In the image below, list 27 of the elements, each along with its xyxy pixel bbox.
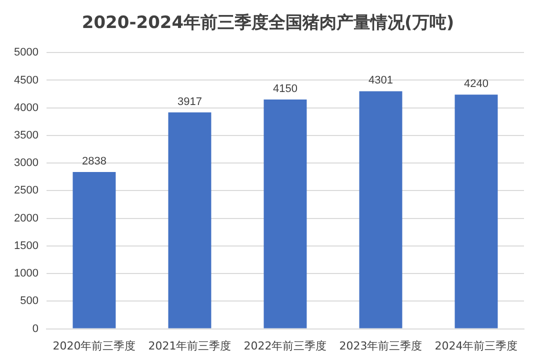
bar	[359, 91, 402, 328]
y-tick-label: 4500	[14, 74, 38, 86]
y-tick-label: 2000	[14, 212, 38, 224]
x-tick-label: 2021年前三季度	[148, 339, 232, 352]
bar	[72, 172, 116, 328]
y-tick-label: 2500	[14, 184, 38, 197]
bar	[168, 112, 212, 328]
y-tick-label: 4000	[14, 102, 38, 114]
x-tick-label: 2023年前三季度	[339, 339, 422, 352]
y-tick-label: 0	[32, 322, 38, 335]
data-label: 4240	[464, 78, 488, 90]
x-tick-label: 2024年前三季度	[434, 339, 518, 352]
data-label: 4150	[272, 83, 298, 96]
y-tick-label: 5000	[14, 46, 38, 59]
bar	[264, 100, 307, 328]
y-tick-label: 3500	[14, 129, 38, 142]
y-tick-label: 500	[20, 295, 38, 308]
chart-title: 2020-2024年前三季度全国猪肉产量情况(万吨)	[80, 12, 456, 35]
y-tick-label: 3000	[14, 157, 38, 170]
data-label: 3917	[177, 96, 202, 108]
y-tick-label: 1000	[14, 268, 38, 280]
x-tick-label: 2022年前三季度	[244, 339, 327, 352]
x-tick-label: 2020年前三季度	[52, 339, 136, 352]
data-label: 2838	[82, 156, 106, 168]
data-label: 4301	[368, 74, 393, 87]
bar	[454, 94, 498, 328]
y-tick-label: 1500	[14, 240, 38, 252]
